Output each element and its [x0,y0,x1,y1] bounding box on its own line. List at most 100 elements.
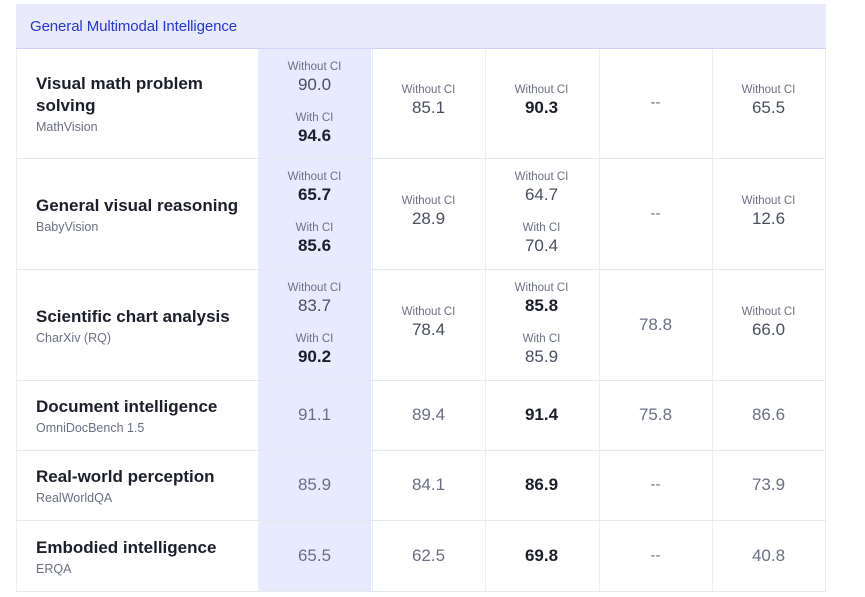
benchmark-dataset: BabyVision [36,220,99,234]
with-ci-value: 85.9 [524,347,559,366]
benchmark-dataset: ERQA [36,562,72,576]
score-without-ci: Without CI 78.4 [372,306,485,341]
score-without-ci: Without CI 65.7 [258,171,371,206]
benchmark-name: Document intelligence [36,397,218,416]
not-available: -- [650,94,661,111]
highlighted-model-column [258,49,371,592]
score-value: 91.4 [524,405,559,424]
score-cell: 40.8 [712,546,825,566]
benchmark-dataset: CharXiv (RQ) [36,331,112,345]
benchmark-name: Real-world perception [36,467,215,486]
score-value: 65.5 [297,546,332,565]
score-without-ci: Without CI 65.5 [712,84,825,119]
score-value: 86.6 [751,405,786,424]
without-ci-value: 90.3 [524,98,559,117]
with-ci-value: 85.6 [297,236,332,255]
without-ci-value: 65.7 [297,185,332,204]
score-value: 78.8 [638,315,673,334]
table-row: Real-world perception RealWorldQA 85.9 84.1… [16,451,826,521]
with-ci-label: With CI [522,333,561,345]
score-cell: -- [599,476,712,493]
score-cell: -- [599,547,712,564]
without-ci-label: Without CI [287,61,342,73]
score-with-ci: With CI 94.6 [258,112,371,147]
score-cell: 84.1 [372,475,485,495]
score-value: 89.4 [411,405,446,424]
benchmark-table: General Multimodal Intelligence Visual m… [16,4,826,592]
score-cell: 65.5 [258,546,371,566]
without-ci-value: 78.4 [411,320,446,339]
benchmark-label: General visual reasoning BabyVision [36,195,246,234]
score-cell: 75.8 [599,405,712,425]
without-ci-value: 85.8 [524,296,559,315]
benchmark-name: General visual reasoning [36,196,239,215]
without-ci-value: 12.6 [751,209,786,228]
benchmark-dataset: OmniDocBench 1.5 [36,421,145,435]
table-border-left [16,49,17,592]
table-border-right [825,49,826,592]
benchmark-label: Real-world perception RealWorldQA [36,466,246,505]
not-available: -- [650,547,661,564]
score-cell: 85.9 [258,475,371,495]
benchmark-name: Scientific chart analysis [36,307,230,326]
score-with-ci: With CI 70.4 [485,222,598,257]
score-without-ci: Without CI 83.7 [258,282,371,317]
score-cell: 86.9 [485,475,598,495]
score-without-ci: Without CI 64.7 [485,171,598,206]
benchmark-name: Visual math problem solving [36,74,203,115]
benchmark-label: Embodied intelligence ERQA [36,537,246,576]
score-value: 40.8 [751,546,786,565]
benchmark-label: Visual math problem solving MathVision [36,73,246,134]
column-divider [599,49,600,592]
without-ci-label: Without CI [514,84,569,96]
with-ci-value: 70.4 [524,236,559,255]
score-without-ci: Without CI 85.1 [372,84,485,119]
score-cell: Without CI 65.7 With CI 85.6 [258,171,371,257]
score-value: 75.8 [638,405,673,424]
without-ci-label: Without CI [401,84,456,96]
score-value: 85.9 [297,475,332,494]
benchmark-dataset: MathVision [36,120,98,134]
score-cell: 62.5 [372,546,485,566]
section-title: General Multimodal Intelligence [30,18,238,35]
score-value: 91.1 [297,405,332,424]
score-cell: 86.6 [712,405,825,425]
with-ci-value: 94.6 [297,126,332,145]
score-cell: Without CI 28.9 [372,195,485,230]
benchmark-label: Document intelligence OmniDocBench 1.5 [36,396,246,435]
score-cell: 91.1 [258,405,371,425]
section-header: General Multimodal Intelligence [16,4,826,49]
score-cell: Without CI 66.0 [712,306,825,341]
score-cell: Without CI 90.0 With CI 94.6 [258,61,371,147]
without-ci-label: Without CI [287,171,342,183]
score-without-ci: Without CI 28.9 [372,195,485,230]
table-row: General visual reasoning BabyVision Withou… [16,159,826,270]
without-ci-label: Without CI [741,306,796,318]
score-value: 84.1 [411,475,446,494]
score-cell: 73.9 [712,475,825,495]
score-without-ci: Without CI 90.3 [485,84,598,119]
score-cell: -- [599,205,712,222]
with-ci-label: With CI [522,222,561,234]
without-ci-label: Without CI [401,306,456,318]
without-ci-value: 65.5 [751,98,786,117]
score-without-ci: Without CI 12.6 [712,195,825,230]
score-with-ci: With CI 85.6 [258,222,371,257]
without-ci-label: Without CI [514,171,569,183]
table-row: Embodied intelligence ERQA 65.5 62.5 69.8 -- 4… [16,521,826,592]
score-cell: 69.8 [485,546,598,566]
with-ci-label: With CI [295,333,334,345]
benchmark-name: Embodied intelligence [36,538,217,557]
not-available: -- [650,205,661,222]
column-divider [372,49,373,592]
without-ci-label: Without CI [741,195,796,207]
without-ci-value: 85.1 [411,98,446,117]
with-ci-value: 90.2 [297,347,332,366]
score-cell: Without CI 85.8 With CI 85.9 [485,282,598,368]
benchmark-dataset: RealWorldQA [36,491,113,505]
score-cell: -- [599,94,712,111]
without-ci-value: 83.7 [297,296,332,315]
without-ci-value: 90.0 [297,75,332,94]
score-value: 73.9 [751,475,786,494]
without-ci-label: Without CI [401,195,456,207]
